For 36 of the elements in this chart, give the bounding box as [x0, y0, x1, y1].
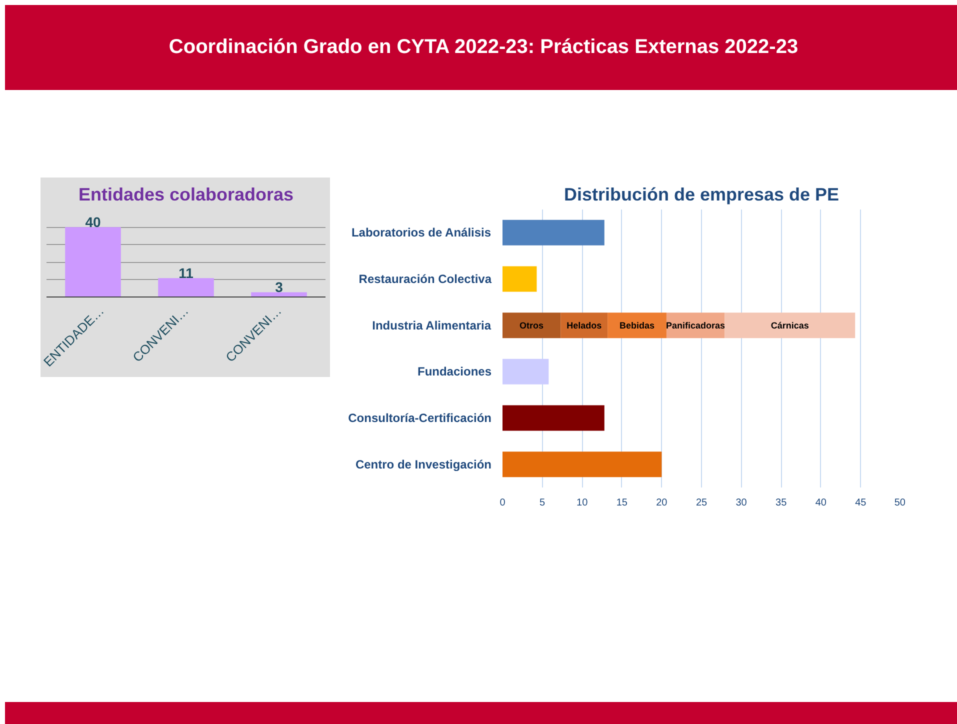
data-label: 3	[275, 279, 284, 296]
bar	[502, 358, 549, 384]
y-tick-label: Consultoría-Certificación	[348, 411, 492, 425]
bar	[724, 312, 856, 338]
y-tick-label: Industria Alimentaria	[372, 318, 492, 332]
data-label: 11	[178, 265, 194, 282]
x-tick-label: 0	[500, 498, 506, 508]
x-tick-label: 50	[894, 498, 906, 508]
x-tick-label: 5	[540, 498, 546, 508]
series-label: Panificadoras	[666, 320, 726, 330]
bar	[608, 312, 666, 338]
bar	[502, 312, 561, 338]
series-label: Otros	[520, 320, 544, 330]
x-tick-label: 40	[815, 498, 827, 508]
series-label: Cárnicas	[770, 320, 809, 330]
bar	[502, 452, 662, 478]
x-tick-label: 10	[576, 498, 588, 508]
bar	[502, 405, 604, 431]
data-label: 40	[85, 214, 101, 230]
series-label: Helados	[566, 320, 602, 330]
x-tick-label: 20	[656, 498, 668, 508]
x-tick-label: 15	[616, 498, 628, 508]
y-tick-label: Laboratorios de Análisis	[351, 226, 492, 240]
x-tick-label: 30	[736, 498, 748, 508]
chart-title: Distribución de empresas de PE	[564, 184, 840, 204]
bar	[502, 220, 604, 246]
chart-title: Entidades colaboradoras	[78, 184, 294, 204]
x-tick-label: 35	[776, 498, 788, 508]
bar	[502, 266, 537, 292]
x-tick-label: 25	[696, 498, 708, 508]
y-tick-label: Fundaciones	[417, 364, 492, 379]
text: Coordinación Grado en CYTA 2022-23: Prácticas Externas 2022-23	[168, 35, 798, 60]
series-label: Bebidas	[620, 320, 655, 330]
y-tick-label: Restauración Colectiva	[358, 272, 492, 286]
x-tick-label: 45	[855, 498, 867, 508]
y-tick-label: Centro de Investigación	[355, 457, 492, 472]
